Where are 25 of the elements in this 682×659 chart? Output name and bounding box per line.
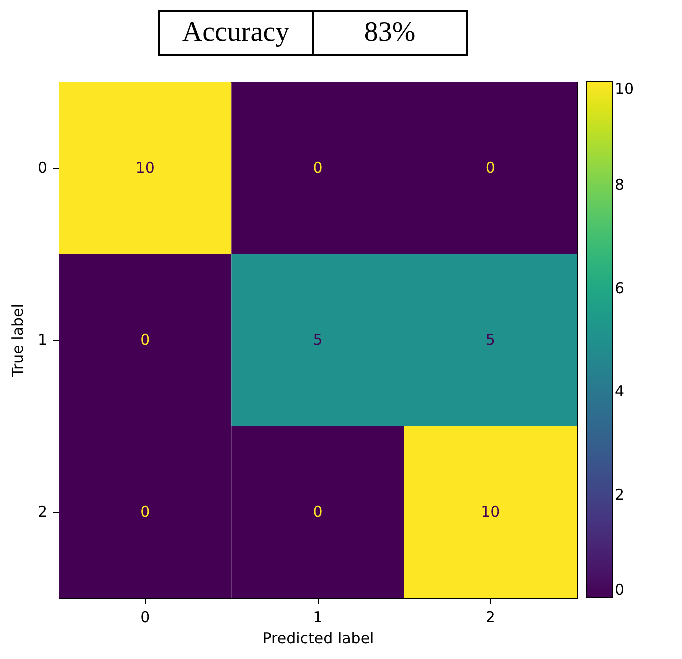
text: Accuracy [159,11,313,55]
data-label: 0 [140,503,150,521]
color-bar-label: 2 [615,486,625,504]
x-tick-label: 1 [313,608,323,626]
data-label: 10 [481,503,500,521]
y-tick-label: 1 [38,331,48,349]
data-label: 0 [313,503,323,521]
data-label: 5 [486,331,496,349]
y-tick-label: 0 [38,159,48,177]
text: 83% [313,11,467,55]
data-label: 0 [313,159,323,177]
color-bar-label: 4 [615,382,625,401]
color-bar-label: 0 [615,581,625,599]
x-tick-label: 2 [486,608,496,626]
x-tick-label: 0 [140,608,150,626]
data-label: 0 [486,159,496,177]
x-axis-title: Predicted label [262,630,374,648]
y-axis-title: True label [8,304,27,378]
color-bar-label: 10 [615,80,634,98]
data-label: 0 [140,331,150,349]
data-label: 10 [136,159,155,177]
color-bar-label: 6 [615,279,625,298]
data-label: 5 [313,331,323,349]
color-bar-label: 8 [615,176,625,194]
y-tick-label: 2 [38,503,48,521]
